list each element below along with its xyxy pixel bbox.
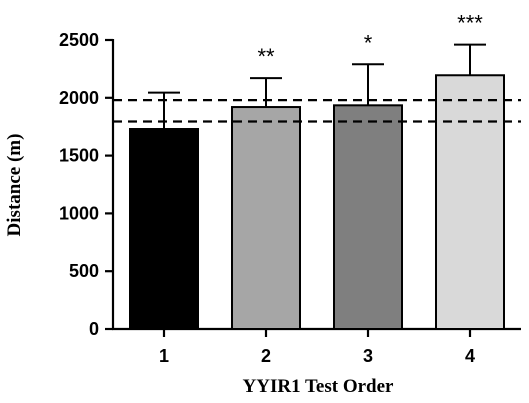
- significance-label: *: [364, 30, 373, 55]
- significance-label: **: [257, 44, 275, 69]
- bar-1: [129, 128, 199, 330]
- y-tick-label: 0: [89, 319, 99, 339]
- bar-3: [333, 104, 403, 331]
- plot-area: 0 500 1000 1500 2000 2500 1 2 ** 3 * 4 ***: [59, 11, 521, 366]
- x-tick-label: 4: [465, 346, 475, 366]
- y-tick-label: 1500: [59, 146, 99, 166]
- y-tick-label: 2500: [59, 30, 99, 50]
- x-tick-label: 1: [159, 346, 169, 366]
- y-axis-title: Distance (m): [4, 134, 25, 237]
- significance-label: ***: [457, 11, 483, 36]
- bar-4: [435, 74, 505, 331]
- bar-2: [231, 106, 301, 330]
- y-tick-label: 1000: [59, 203, 99, 223]
- x-axis-title: YYIR1 Test Order: [243, 376, 395, 397]
- y-tick-label: 500: [69, 261, 99, 281]
- x-tick-label: 3: [363, 346, 373, 366]
- x-tick-label: 2: [261, 346, 271, 366]
- y-tick-label: 2000: [59, 88, 99, 108]
